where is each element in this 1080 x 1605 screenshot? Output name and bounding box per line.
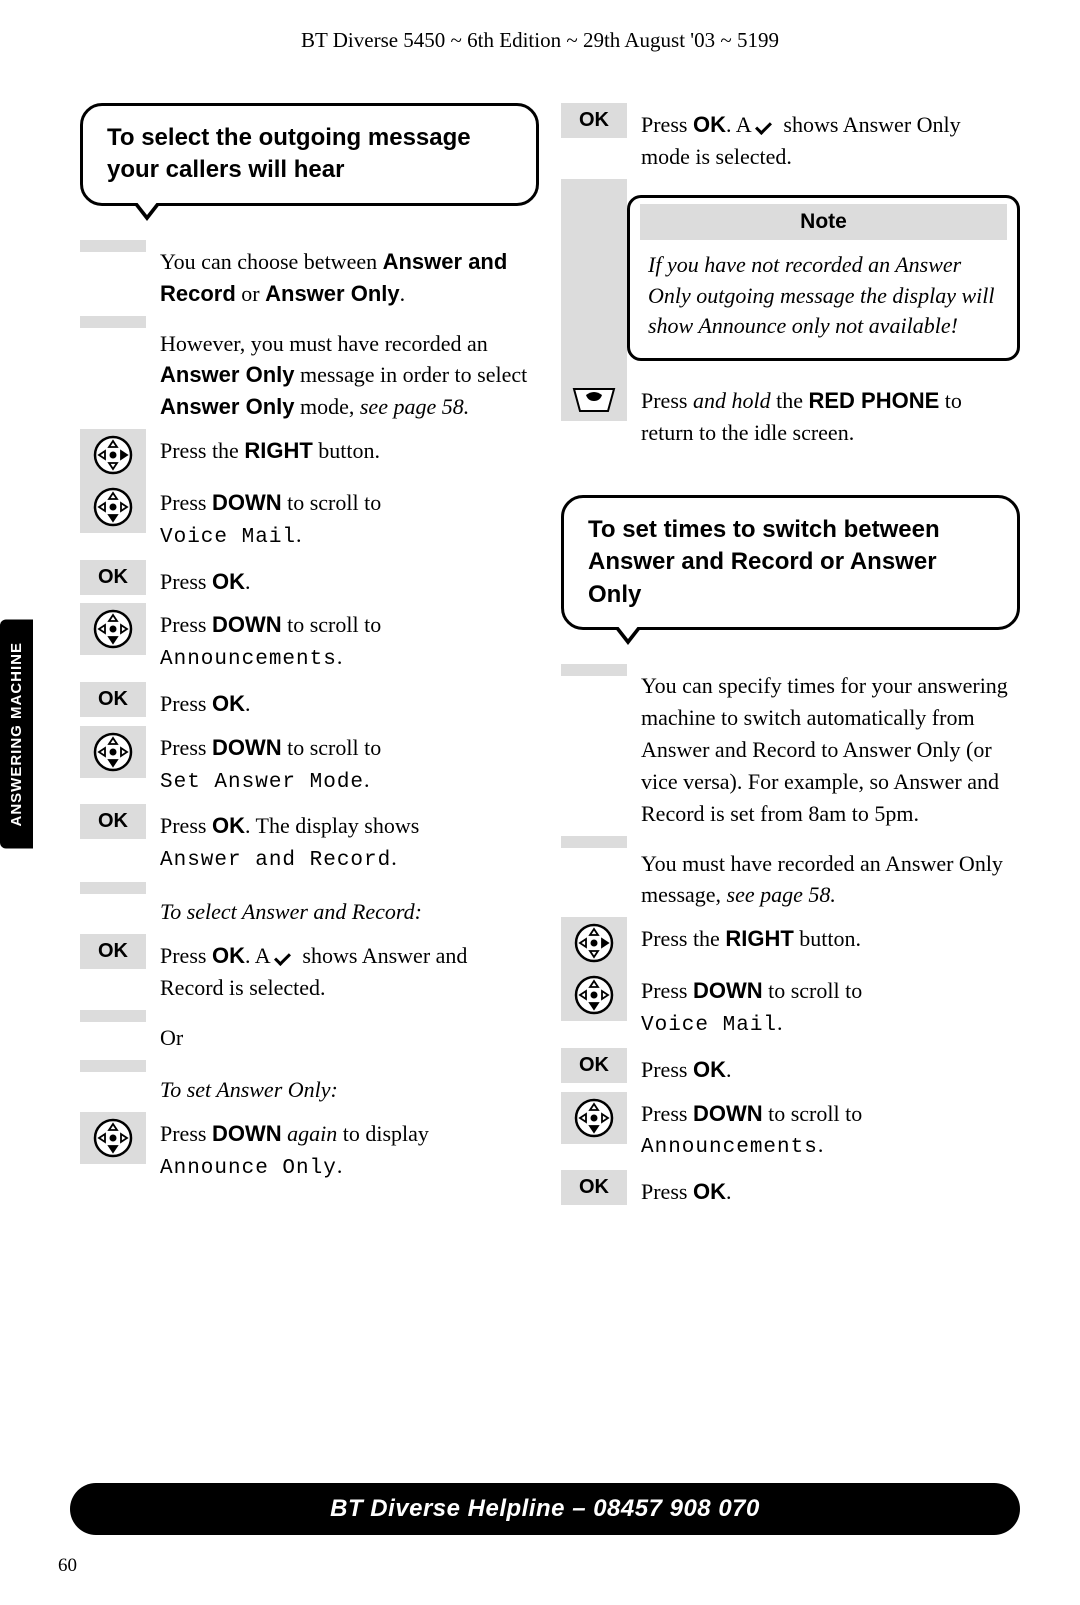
step-scroll-announcements-2: Press DOWN to scroll to Announcements. — [641, 1092, 1020, 1170]
subhead-answer-only: To set Answer Only: — [160, 1060, 539, 1112]
check-icon — [275, 950, 297, 966]
callout-set-times: To set times to switch between Answer an… — [561, 495, 1020, 630]
icon-spacer — [80, 316, 146, 328]
step-press-ok-r1: Press OK. — [641, 1048, 1020, 1092]
page-number: 60 — [58, 1555, 77, 1577]
or-text: Or — [160, 1010, 539, 1060]
ok-icon: OK — [561, 103, 627, 138]
step-press-right-2: Press the RIGHT button. — [641, 917, 1020, 961]
ok-icon: OK — [561, 1048, 627, 1083]
para-specify-times: You can specify times for your answering… — [641, 664, 1020, 835]
ok-icon: OK — [80, 682, 146, 717]
note-box: Note If you have not recorded an Answer … — [627, 195, 1020, 361]
dpad-right-icon — [561, 917, 627, 969]
step-press-ok-1: Press OK. — [160, 560, 539, 604]
icon-spacer — [561, 179, 627, 379]
note-body: If you have not recorded an Answer Only … — [630, 240, 1017, 358]
icon-spacer — [561, 664, 627, 676]
check-icon — [756, 119, 778, 135]
step-ok-answer-record: Press OK. A shows Answer and Record is s… — [160, 934, 539, 1010]
dpad-down-icon — [561, 969, 627, 1021]
section-tab: ANSWERING MACHINE — [0, 620, 33, 849]
para-must-record: You must have recorded an Answer Only me… — [641, 836, 1020, 918]
ok-icon: OK — [80, 934, 146, 969]
left-column: To select the outgoing message your call… — [80, 103, 539, 1214]
dpad-down-icon — [561, 1092, 627, 1144]
dpad-right-icon — [80, 429, 146, 481]
dpad-down-icon — [80, 481, 146, 533]
callout-select-outgoing: To select the outgoing message your call… — [80, 103, 539, 206]
step-scroll-voicemail-2: Press DOWN to scroll to Voice Mail. — [641, 969, 1020, 1047]
step-press-right: Press the RIGHT button. — [160, 429, 539, 473]
dpad-down-icon — [80, 726, 146, 778]
icon-spacer — [80, 240, 146, 252]
intro-para-1: You can choose between Answer and Record… — [160, 240, 539, 316]
step-press-ok-r2: Press OK. — [641, 1170, 1020, 1214]
ok-icon: OK — [561, 1170, 627, 1205]
dpad-down-icon — [80, 603, 146, 655]
icon-spacer — [80, 1010, 146, 1022]
doc-header: BT Diverse 5450 ~ 6th Edition ~ 29th Aug… — [0, 0, 1080, 103]
step-press-ok-3: Press OK. The display shows Answer and R… — [160, 804, 539, 882]
step-ok-answer-only: Press OK. A shows Answer Only mode is se… — [641, 103, 1020, 179]
dpad-down-icon — [80, 1112, 146, 1164]
page-body: To select the outgoing message your call… — [0, 103, 1080, 1214]
step-down-announce-only: Press DOWN again to display Announce Onl… — [160, 1112, 539, 1190]
step-scroll-voicemail: Press DOWN to scroll to Voice Mail. — [160, 481, 539, 559]
intro-para-2: However, you must have recorded an Answe… — [160, 316, 539, 430]
helpline-footer: BT Diverse Helpline – 08457 908 070 — [70, 1483, 1020, 1535]
right-column: OK Press OK. A shows Answer Only mode is… — [561, 103, 1020, 1214]
step-scroll-set-mode: Press DOWN to scroll to Set Answer Mode. — [160, 726, 539, 804]
icon-spacer — [80, 1060, 146, 1072]
icon-spacer — [80, 882, 146, 894]
step-red-phone: Press and hold the RED PHONE to return t… — [641, 379, 1020, 455]
ok-icon: OK — [80, 560, 146, 595]
icon-spacer — [561, 836, 627, 848]
subhead-answer-record: To select Answer and Record: — [160, 882, 539, 934]
ok-icon: OK — [80, 804, 146, 839]
step-press-ok-2: Press OK. — [160, 682, 539, 726]
phone-icon — [561, 379, 627, 421]
step-scroll-announcements: Press DOWN to scroll to Announcements. — [160, 603, 539, 681]
note-title: Note — [640, 204, 1007, 240]
